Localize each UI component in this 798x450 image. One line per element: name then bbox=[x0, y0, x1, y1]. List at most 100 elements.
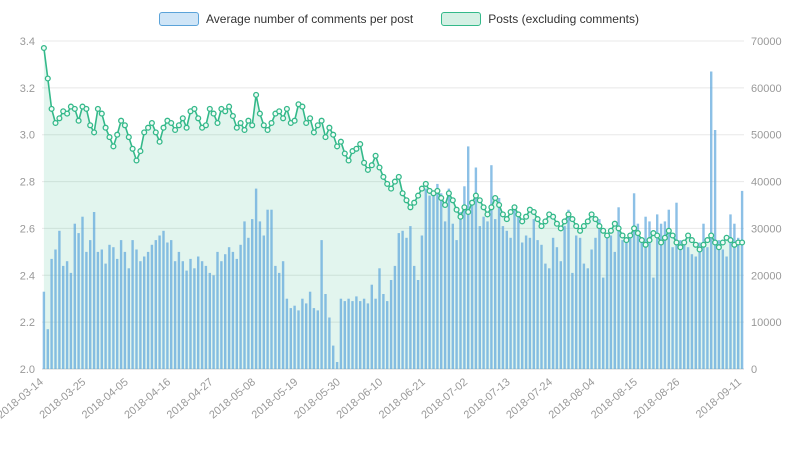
posts-marker[interactable] bbox=[326, 124, 333, 131]
posts-marker[interactable] bbox=[472, 192, 479, 199]
posts-marker[interactable] bbox=[237, 119, 244, 127]
posts-marker[interactable] bbox=[175, 122, 182, 129]
comments-bar[interactable] bbox=[139, 261, 142, 369]
comments-bar[interactable] bbox=[212, 275, 215, 369]
posts-marker[interactable] bbox=[183, 124, 190, 131]
posts-marker[interactable] bbox=[592, 216, 599, 223]
comments-bar[interactable] bbox=[216, 251, 219, 369]
comments-bar[interactable] bbox=[690, 254, 694, 369]
comments-bar[interactable] bbox=[108, 244, 111, 369]
posts-marker[interactable] bbox=[503, 216, 510, 223]
comments-bar[interactable] bbox=[270, 209, 273, 369]
comments-bar[interactable] bbox=[725, 256, 728, 370]
posts-marker[interactable] bbox=[152, 129, 159, 136]
comments-bar[interactable] bbox=[490, 165, 493, 369]
comments-bar[interactable] bbox=[189, 258, 192, 369]
posts-marker[interactable] bbox=[195, 115, 202, 122]
comments-bar[interactable] bbox=[625, 237, 628, 369]
comments-bar[interactable] bbox=[343, 301, 346, 369]
comments-bar[interactable] bbox=[582, 263, 586, 369]
chart-canvas[interactable]: 2.0 0 2.2 10000 2.4 20000 2.6 30000 2.8 40000 3.0 5… bbox=[0, 31, 798, 445]
posts-marker[interactable] bbox=[588, 211, 595, 218]
posts-marker[interactable] bbox=[708, 232, 715, 239]
posts-marker[interactable] bbox=[87, 122, 94, 129]
posts-marker[interactable] bbox=[48, 105, 55, 112]
comments-bar[interactable] bbox=[467, 146, 470, 369]
comments-bar[interactable] bbox=[293, 305, 296, 369]
comments-bar[interactable] bbox=[200, 261, 204, 369]
comments-bar[interactable] bbox=[463, 186, 466, 369]
posts-marker[interactable] bbox=[121, 122, 128, 129]
comments-bar[interactable] bbox=[158, 235, 161, 370]
posts-marker[interactable] bbox=[642, 241, 649, 248]
posts-marker[interactable] bbox=[685, 232, 692, 239]
posts-marker[interactable] bbox=[604, 232, 611, 239]
posts-marker[interactable] bbox=[98, 110, 105, 117]
posts-marker[interactable] bbox=[345, 157, 352, 164]
comments-bar[interactable] bbox=[505, 230, 508, 369]
posts-marker[interactable] bbox=[318, 117, 325, 124]
comments-bar[interactable] bbox=[193, 268, 196, 369]
comments-bar[interactable] bbox=[621, 240, 624, 369]
posts-marker[interactable] bbox=[457, 213, 464, 220]
posts-marker[interactable] bbox=[542, 218, 549, 225]
posts-marker[interactable] bbox=[91, 129, 98, 136]
comments-bar[interactable] bbox=[355, 296, 358, 369]
comments-bar[interactable] bbox=[513, 205, 516, 369]
posts-marker[interactable] bbox=[129, 145, 136, 152]
comments-bar[interactable] bbox=[486, 221, 489, 369]
comments-bar[interactable] bbox=[96, 251, 100, 369]
posts-marker[interactable] bbox=[615, 225, 622, 232]
posts-marker[interactable] bbox=[361, 159, 368, 166]
comments-bar[interactable] bbox=[663, 221, 667, 369]
comments-bar[interactable] bbox=[274, 265, 277, 369]
posts-marker[interactable] bbox=[403, 197, 410, 204]
comments-bar[interactable] bbox=[494, 219, 497, 369]
comments-bar[interactable] bbox=[131, 240, 134, 369]
comments-bar[interactable] bbox=[551, 237, 555, 369]
posts-marker[interactable] bbox=[229, 112, 236, 120]
posts-marker[interactable] bbox=[627, 232, 634, 239]
comments-bar[interactable] bbox=[698, 242, 701, 370]
posts-marker[interactable] bbox=[445, 190, 452, 197]
comments-bar[interactable] bbox=[447, 188, 451, 369]
posts-marker[interactable] bbox=[337, 138, 344, 145]
posts-marker[interactable] bbox=[40, 44, 47, 52]
legend-item-comments[interactable]: Average number of comments per post bbox=[159, 11, 413, 26]
comments-bar[interactable] bbox=[347, 298, 350, 369]
posts-marker[interactable] bbox=[569, 216, 576, 223]
comments-bar[interactable] bbox=[374, 298, 377, 369]
comments-bar[interactable] bbox=[532, 219, 535, 369]
comments-bar[interactable] bbox=[389, 280, 393, 369]
posts-marker[interactable] bbox=[523, 213, 530, 220]
posts-marker[interactable] bbox=[145, 124, 152, 131]
posts-marker[interactable] bbox=[696, 246, 703, 253]
posts-marker[interactable] bbox=[276, 108, 283, 115]
comments-bar[interactable] bbox=[116, 258, 119, 369]
posts-marker[interactable] bbox=[623, 237, 630, 244]
comments-bar[interactable] bbox=[81, 216, 84, 369]
comments-bar[interactable] bbox=[617, 207, 620, 369]
comments-bar[interactable] bbox=[92, 212, 96, 369]
comments-bar[interactable] bbox=[528, 237, 532, 369]
comments-bar[interactable] bbox=[366, 303, 370, 369]
posts-marker[interactable] bbox=[669, 232, 676, 239]
posts-marker[interactable] bbox=[573, 223, 580, 230]
posts-marker[interactable] bbox=[141, 129, 148, 136]
comments-bar[interactable] bbox=[740, 190, 744, 369]
comments-bar[interactable] bbox=[154, 240, 157, 369]
posts-marker[interactable] bbox=[453, 206, 460, 213]
comments-bar[interactable] bbox=[536, 240, 539, 369]
posts-marker[interactable] bbox=[299, 103, 306, 110]
comments-bar[interactable] bbox=[632, 193, 636, 369]
posts-marker[interactable] bbox=[596, 223, 603, 230]
comments-bar[interactable] bbox=[656, 214, 659, 369]
comments-bar[interactable] bbox=[204, 265, 208, 369]
comments-bar[interactable] bbox=[413, 265, 416, 369]
comments-bar[interactable] bbox=[143, 256, 146, 370]
posts-marker[interactable] bbox=[280, 115, 287, 122]
comments-bar[interactable] bbox=[648, 221, 651, 369]
comments-bar[interactable] bbox=[285, 298, 289, 369]
comments-bar[interactable] bbox=[308, 291, 312, 369]
comments-bar[interactable] bbox=[224, 254, 227, 369]
